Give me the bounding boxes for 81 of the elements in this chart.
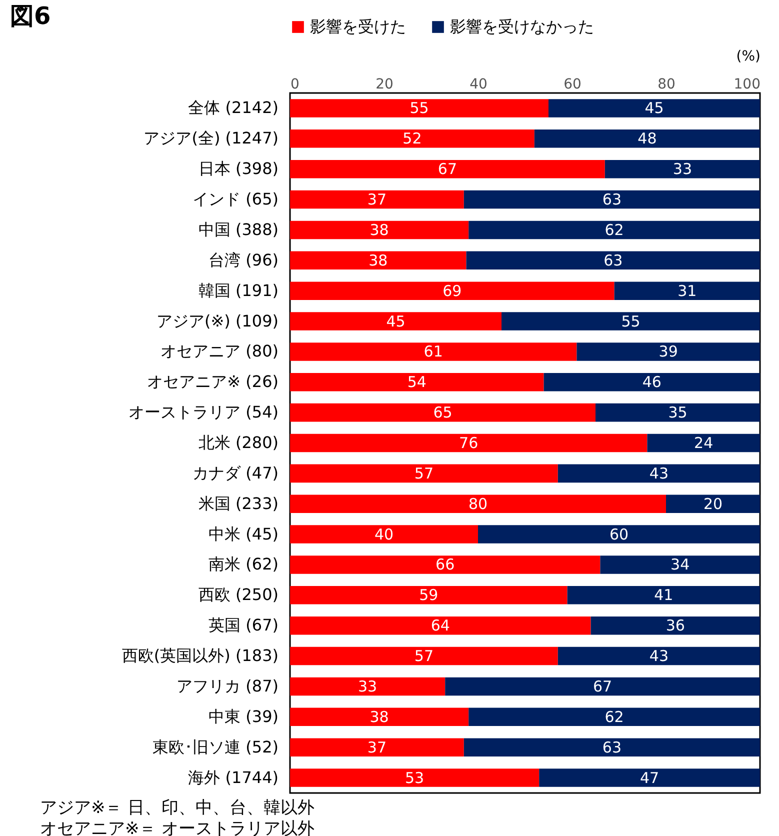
data-label: 57 [414,464,434,482]
data-label: 31 [678,282,697,300]
y-tick-label: 中東 (39) [208,706,278,726]
text: オセアニア※＝ オーストラリア以外 [40,819,316,836]
x-tick-label: 20 [376,76,394,92]
data-label: 63 [602,738,622,756]
x-tick-label: 0 [290,76,300,92]
y-tick-label: 米国 (233) [198,494,278,513]
data-label: 45 [644,99,664,118]
data-label: 38 [370,708,389,726]
data-label: 36 [666,616,685,635]
data-label: 60 [609,525,629,544]
y-tick-label: 台湾 (96) [208,250,278,270]
data-label: 67 [438,160,457,178]
data-label: 48 [638,130,657,148]
y-tick-label: 南米 (62) [208,554,278,574]
data-label: 65 [433,404,452,422]
data-label: 66 [436,556,455,574]
text: 図6 [10,2,51,30]
text: アジア※＝ 日、印、中、台、韓以外 [40,798,316,819]
data-label: 33 [672,160,692,178]
y-tick-label: 中米 (45) [208,524,278,544]
y-tick-label: 英国 (67) [208,616,278,635]
y-tick-label: アジア(全) (1247) [144,128,278,148]
legend-label: 影響を受けなかった [450,17,594,36]
y-tick-label: オセアニア (80) [160,342,278,361]
y-tick-label: 海外 (1744) [188,768,278,787]
data-label: 46 [642,373,662,392]
x-axis-title: (%) [736,48,760,64]
data-label: 37 [367,190,386,209]
data-label: 62 [604,708,624,726]
data-label: 63 [602,190,622,209]
data-label: 69 [442,282,462,300]
data-label: 80 [468,494,488,513]
data-label: 38 [368,251,388,270]
data-label: 52 [402,130,422,148]
data-label: 33 [358,677,378,696]
data-label: 64 [430,616,450,635]
y-tick-label: インド (65) [192,190,278,209]
data-label: 37 [367,738,386,756]
y-tick-label: 日本 (398) [198,159,278,178]
y-tick-label: 北米 (280) [198,433,278,452]
x-tick-label: 80 [658,76,676,92]
data-label: 20 [703,494,723,513]
x-tick-label: 40 [470,76,488,92]
data-label: 45 [386,312,406,330]
data-label: 54 [407,373,426,392]
data-label: 39 [658,342,678,361]
data-label: 61 [424,342,443,361]
x-tick-label: 60 [564,76,582,92]
y-tick-label: 中国 (388) [198,220,278,239]
data-label: 57 [414,647,434,666]
y-tick-label: オーストラリア (54) [128,402,278,422]
data-label: 47 [640,768,660,787]
data-label: 38 [370,220,389,239]
data-label: 43 [649,464,668,482]
data-label: 62 [604,220,624,239]
y-tick-label: アフリカ (87) [176,676,278,696]
legend-label: 影響を受けた [310,17,406,36]
data-label: 43 [649,647,668,666]
data-label: 34 [670,556,690,574]
data-label: 59 [419,586,438,604]
data-label: 40 [374,525,394,544]
y-tick-label: 全体 (2142) [188,98,278,118]
data-label: 35 [668,404,688,422]
y-tick-label: アジア(※) (109) [156,311,278,330]
data-label: 67 [593,677,612,696]
data-label: 55 [410,99,429,118]
y-tick-label: 東欧･旧ソ連 (52) [152,737,278,756]
y-tick-label: カナダ (47) [192,463,278,482]
y-tick-label: 西欧 (250) [198,585,278,604]
data-label: 41 [654,586,674,604]
y-tick-label: オセアニア※ (26) [147,372,278,392]
x-tick-label: 100 [734,76,760,92]
data-label: 53 [405,768,424,787]
data-label: 63 [604,251,623,270]
data-label: 55 [621,312,640,330]
y-tick-label: 韓国 (191) [198,280,278,300]
y-tick-label: 西欧(英国以外) (183) [122,646,278,666]
data-label: 76 [459,434,478,452]
data-label: 24 [694,434,714,452]
